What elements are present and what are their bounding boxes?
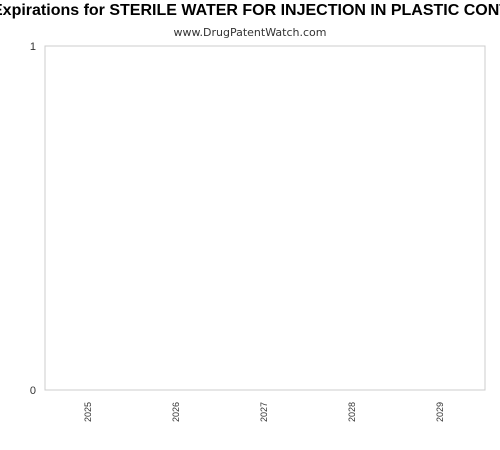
- x-tick-label: 2029: [435, 402, 445, 422]
- x-tick-label: 2027: [259, 402, 269, 422]
- x-tick-label: 2026: [171, 402, 181, 422]
- y-axis: 01: [30, 41, 36, 397]
- chart-title: Expirations for STERILE WATER FOR INJECT…: [0, 2, 500, 19]
- y-tick-label: 0: [30, 385, 36, 397]
- chart-subtitle: www.DrugPatentWatch.com: [173, 26, 327, 39]
- x-tick-label: 2028: [347, 402, 357, 422]
- x-tick-label: 2025: [83, 402, 93, 422]
- y-tick-label: 1: [30, 41, 36, 53]
- plot-area: [44, 45, 486, 391]
- x-axis: 2025 2026 2027 2028 2029: [83, 402, 445, 422]
